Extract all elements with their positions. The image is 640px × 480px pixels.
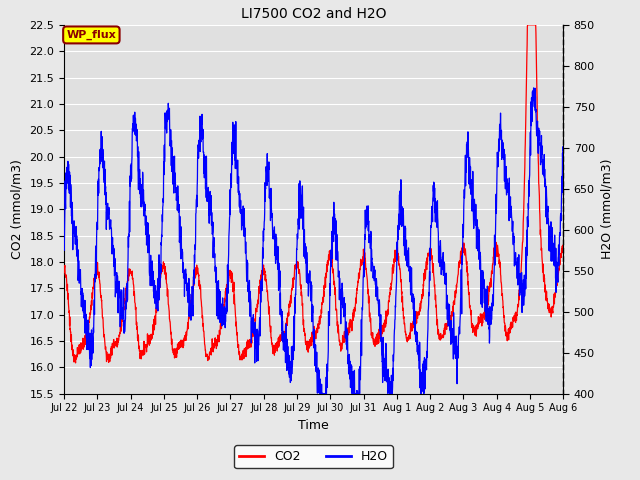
- Y-axis label: CO2 (mmol/m3): CO2 (mmol/m3): [11, 159, 24, 259]
- Text: WP_flux: WP_flux: [67, 30, 116, 40]
- Legend: CO2, H2O: CO2, H2O: [234, 445, 393, 468]
- Title: LI7500 CO2 and H2O: LI7500 CO2 and H2O: [241, 7, 387, 21]
- X-axis label: Time: Time: [298, 419, 329, 432]
- Y-axis label: H2O (mmol/m3): H2O (mmol/m3): [600, 159, 613, 260]
